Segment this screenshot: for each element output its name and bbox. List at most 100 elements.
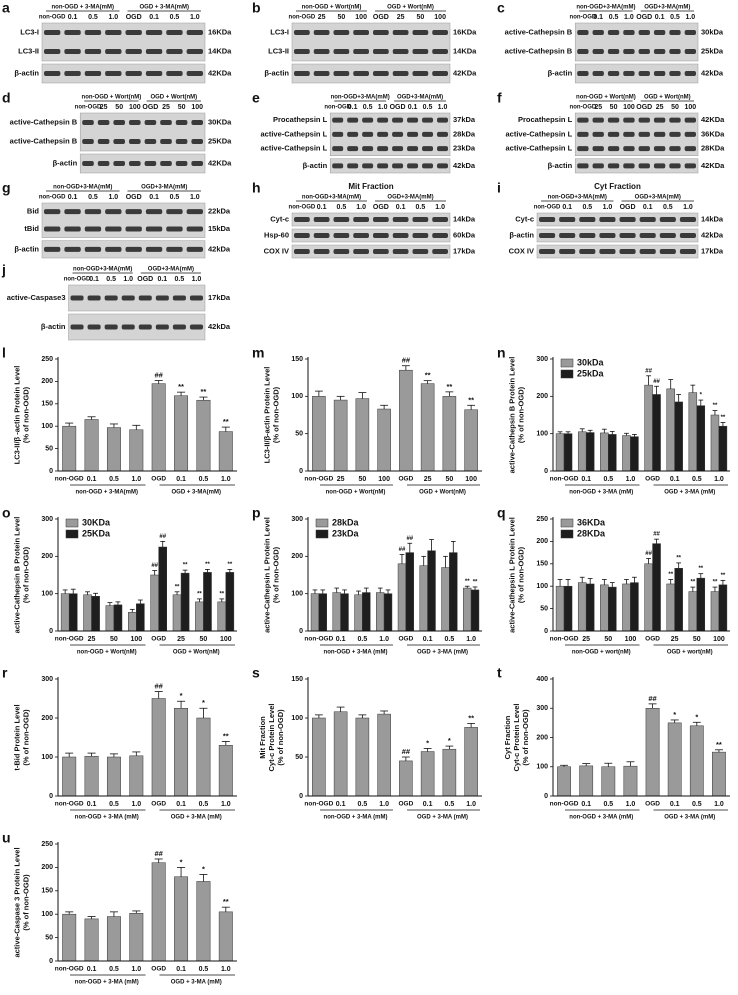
x-tick-label: 0.5 bbox=[603, 801, 613, 808]
kda-label: 36KDa bbox=[701, 129, 725, 138]
blot-band bbox=[684, 71, 696, 76]
blot-band bbox=[144, 120, 157, 125]
protein-label: Bid bbox=[27, 207, 40, 216]
bar bbox=[158, 546, 167, 632]
protein-label: LC3-II bbox=[18, 46, 39, 55]
panel-letter: j bbox=[1, 262, 6, 278]
x-tick-label: 1.0 bbox=[221, 801, 231, 808]
significance: * bbox=[180, 857, 183, 866]
x-tick-label: 0.1 bbox=[87, 476, 97, 483]
x-tick-label: 1.0 bbox=[714, 476, 724, 483]
blot-band bbox=[138, 295, 152, 301]
group-label: OGD+3-MA(mM) bbox=[635, 195, 681, 201]
blot-band bbox=[392, 49, 409, 54]
lane-label: 50 bbox=[115, 104, 123, 111]
blot-band bbox=[105, 71, 122, 76]
panel-letter: o bbox=[2, 505, 11, 521]
y-tick-label: 100 bbox=[291, 715, 303, 722]
group-label: non-OGD+3-MA(mM) bbox=[302, 195, 361, 201]
blot-band bbox=[373, 49, 389, 54]
blot-band bbox=[191, 139, 203, 144]
x-tick-label: OGD bbox=[151, 966, 166, 973]
blot-band bbox=[138, 324, 152, 330]
blot-band bbox=[70, 324, 84, 330]
blot-band bbox=[392, 217, 409, 222]
lane-label: 50 bbox=[416, 14, 424, 21]
group-label: non-OGD+3-MA(mM) bbox=[53, 185, 112, 191]
group-label: OGD+3-MA(mM) bbox=[397, 95, 443, 101]
lane-label: 0.1 bbox=[68, 194, 78, 201]
blot-band bbox=[679, 233, 696, 238]
y-tick-label: 0 bbox=[49, 958, 53, 965]
bar bbox=[174, 395, 189, 472]
kda-label: 42KDa bbox=[701, 115, 725, 124]
blot-band bbox=[313, 217, 330, 222]
blot-band bbox=[189, 295, 203, 301]
blot-band bbox=[577, 131, 589, 137]
lane-label: OGD bbox=[636, 104, 652, 111]
blot-band bbox=[186, 71, 203, 76]
bar bbox=[377, 408, 391, 472]
blot-band bbox=[166, 71, 183, 76]
panel-letter: p bbox=[252, 505, 261, 521]
bar bbox=[645, 708, 660, 797]
blot-band bbox=[125, 246, 142, 252]
y-tick-label: 100 bbox=[41, 911, 53, 918]
lane-label: 25 bbox=[397, 14, 405, 21]
blot-band bbox=[125, 209, 142, 215]
bar bbox=[195, 601, 204, 632]
y-axis-label: (% of non-OGD) bbox=[521, 709, 530, 766]
group-label: non-OGD + 3-MA (mM) bbox=[569, 815, 633, 821]
lane-label: 1.0 bbox=[378, 104, 388, 111]
blot-band bbox=[125, 30, 142, 35]
blot-band bbox=[144, 161, 157, 166]
blot-band bbox=[592, 163, 604, 169]
x-tick-label: 100 bbox=[130, 636, 142, 643]
bar bbox=[355, 717, 370, 797]
x-tick-label: 100 bbox=[378, 476, 390, 483]
blot-band bbox=[432, 71, 448, 76]
panel-letter: l bbox=[2, 345, 6, 361]
blot-band bbox=[684, 146, 696, 152]
legend-swatch bbox=[65, 518, 79, 528]
blot-band bbox=[437, 117, 448, 123]
blot-band bbox=[559, 233, 576, 238]
blot-band bbox=[592, 131, 604, 137]
kda-label: 16KDa bbox=[453, 27, 477, 36]
blot-band bbox=[412, 71, 429, 76]
lane-label: non-OGD bbox=[39, 195, 66, 201]
group-label: OGD+3-MA(mM) bbox=[644, 5, 690, 11]
blot-band bbox=[432, 30, 448, 35]
blot-band bbox=[347, 146, 359, 152]
blot-band bbox=[294, 217, 310, 222]
group-label: non-OGD + 3-MA(mM) bbox=[52, 5, 115, 11]
blot-strip bbox=[536, 244, 699, 259]
bar bbox=[218, 431, 233, 472]
y-axis-label: (% of non-OGD) bbox=[516, 546, 525, 603]
bar bbox=[136, 603, 145, 632]
blot-band bbox=[175, 161, 188, 166]
group-label: non-OGD+3-MA(mM) bbox=[548, 195, 607, 201]
significance: ** bbox=[425, 371, 431, 380]
lane-label: 0.1 bbox=[149, 194, 159, 201]
protein-label: β-actin bbox=[264, 68, 289, 77]
blot-band bbox=[105, 49, 122, 54]
bar bbox=[600, 584, 609, 632]
blot-band bbox=[638, 71, 650, 76]
blot-band bbox=[166, 246, 183, 252]
blot-band bbox=[313, 71, 330, 76]
blot-band bbox=[599, 233, 616, 238]
lane-label: non-OGD bbox=[75, 105, 102, 111]
y-axis-label: active-Cathepsin B Protein Level bbox=[12, 517, 21, 634]
blot-band bbox=[84, 209, 102, 215]
y-tick-label: 400 bbox=[536, 676, 548, 683]
blot-band bbox=[437, 163, 448, 169]
blot-band bbox=[125, 226, 142, 232]
bar bbox=[225, 572, 235, 632]
panel-letter: n bbox=[497, 345, 506, 361]
group-label: non-OGD + Wort(nM) bbox=[326, 490, 386, 496]
blot-band bbox=[186, 246, 203, 252]
blot-band bbox=[145, 246, 163, 252]
blot-band bbox=[638, 117, 650, 123]
